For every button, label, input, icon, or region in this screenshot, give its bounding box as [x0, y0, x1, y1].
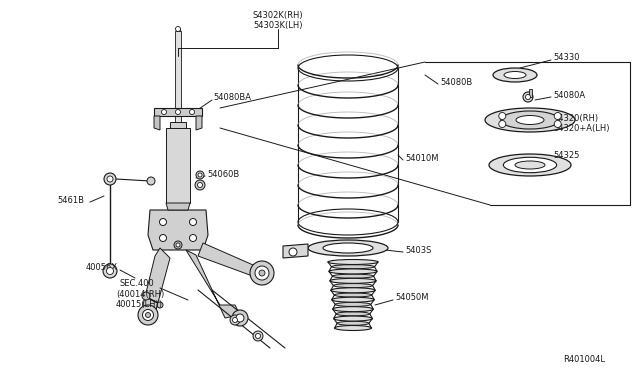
- Text: 40015(LH)): 40015(LH)): [116, 299, 163, 308]
- Circle shape: [159, 234, 166, 241]
- Polygon shape: [154, 116, 160, 130]
- Ellipse shape: [515, 161, 545, 169]
- Circle shape: [554, 112, 561, 119]
- Text: 54050M: 54050M: [395, 294, 429, 302]
- Polygon shape: [283, 244, 308, 258]
- Bar: [529, 89, 531, 97]
- Circle shape: [176, 243, 180, 247]
- Circle shape: [289, 248, 297, 256]
- Ellipse shape: [335, 302, 371, 307]
- Text: R401004L: R401004L: [563, 356, 605, 365]
- Ellipse shape: [333, 283, 372, 288]
- Text: 54325: 54325: [553, 151, 579, 160]
- Bar: [176, 28, 180, 31]
- Text: 5461B: 5461B: [57, 196, 84, 205]
- Ellipse shape: [503, 157, 557, 173]
- Ellipse shape: [323, 243, 373, 253]
- Polygon shape: [143, 248, 170, 310]
- Text: (40014(RH): (40014(RH): [116, 289, 164, 298]
- Text: 40056X: 40056X: [86, 263, 118, 272]
- Circle shape: [189, 218, 196, 225]
- Circle shape: [106, 267, 113, 275]
- Circle shape: [255, 334, 260, 339]
- Ellipse shape: [308, 240, 388, 256]
- Circle shape: [103, 264, 117, 278]
- Ellipse shape: [337, 321, 369, 325]
- Circle shape: [253, 331, 263, 341]
- Circle shape: [107, 176, 113, 182]
- Bar: [166, 128, 190, 203]
- Ellipse shape: [333, 316, 372, 321]
- Circle shape: [259, 270, 265, 276]
- Ellipse shape: [331, 288, 375, 293]
- Ellipse shape: [485, 108, 575, 132]
- Circle shape: [189, 234, 196, 241]
- Text: 54320+A(LH): 54320+A(LH): [553, 124, 609, 132]
- Text: 54060B: 54060B: [207, 170, 239, 179]
- Text: 54080A: 54080A: [553, 90, 585, 99]
- Polygon shape: [198, 243, 260, 278]
- Circle shape: [255, 266, 269, 280]
- Circle shape: [523, 92, 533, 102]
- Text: SEC.400: SEC.400: [120, 279, 155, 289]
- Ellipse shape: [332, 274, 374, 278]
- Circle shape: [175, 109, 180, 115]
- Ellipse shape: [335, 326, 371, 330]
- Circle shape: [142, 292, 150, 300]
- Circle shape: [232, 317, 237, 323]
- Circle shape: [138, 305, 158, 325]
- Circle shape: [104, 173, 116, 185]
- Ellipse shape: [493, 68, 537, 82]
- Circle shape: [174, 241, 182, 249]
- Polygon shape: [196, 116, 202, 130]
- Ellipse shape: [489, 154, 571, 176]
- Bar: [154, 108, 202, 116]
- Ellipse shape: [329, 269, 377, 274]
- Circle shape: [143, 310, 154, 321]
- Circle shape: [525, 94, 531, 99]
- Circle shape: [159, 218, 166, 225]
- Circle shape: [250, 261, 274, 285]
- Text: 54010M: 54010M: [405, 154, 438, 163]
- Polygon shape: [148, 210, 208, 250]
- Text: 54320(RH): 54320(RH): [553, 113, 598, 122]
- Circle shape: [198, 183, 202, 187]
- Ellipse shape: [500, 111, 559, 129]
- Ellipse shape: [328, 260, 378, 264]
- Text: S4302K(RH): S4302K(RH): [253, 10, 303, 19]
- Polygon shape: [166, 203, 190, 210]
- Ellipse shape: [333, 307, 373, 312]
- Circle shape: [147, 177, 155, 185]
- Polygon shape: [186, 250, 240, 318]
- Circle shape: [499, 112, 506, 119]
- Bar: [170, 122, 186, 128]
- Ellipse shape: [334, 293, 372, 297]
- Text: 5403S: 5403S: [405, 246, 431, 254]
- Ellipse shape: [332, 297, 374, 302]
- Circle shape: [232, 310, 248, 326]
- Text: 54080BA: 54080BA: [213, 93, 251, 102]
- Circle shape: [196, 171, 204, 179]
- Circle shape: [189, 109, 195, 115]
- Circle shape: [198, 173, 202, 177]
- Ellipse shape: [332, 265, 374, 269]
- Text: 54330: 54330: [553, 52, 579, 61]
- Text: 54303K(LH): 54303K(LH): [253, 20, 303, 29]
- Circle shape: [157, 302, 163, 308]
- Circle shape: [161, 109, 166, 115]
- Circle shape: [230, 315, 240, 325]
- Bar: [175, 31, 181, 126]
- Circle shape: [236, 314, 244, 322]
- Circle shape: [195, 180, 205, 190]
- Ellipse shape: [336, 312, 370, 316]
- Circle shape: [499, 121, 506, 128]
- Ellipse shape: [516, 115, 544, 125]
- Circle shape: [554, 121, 561, 128]
- Circle shape: [175, 26, 180, 32]
- Ellipse shape: [330, 278, 376, 283]
- Text: 54080B: 54080B: [440, 77, 472, 87]
- Circle shape: [145, 312, 150, 317]
- Ellipse shape: [504, 71, 526, 78]
